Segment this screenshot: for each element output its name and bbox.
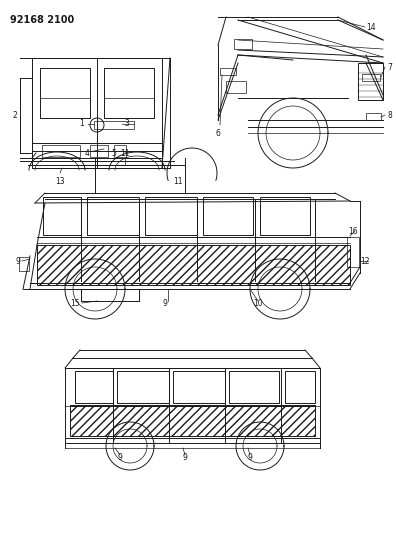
FancyBboxPatch shape [75, 371, 113, 403]
Text: 15: 15 [70, 298, 80, 308]
FancyBboxPatch shape [203, 197, 253, 235]
FancyBboxPatch shape [229, 371, 279, 403]
FancyBboxPatch shape [260, 197, 310, 235]
Text: 14: 14 [366, 22, 376, 31]
Text: 11: 11 [120, 149, 130, 157]
Text: 3: 3 [125, 119, 129, 128]
Text: 10: 10 [253, 298, 263, 308]
Text: 2: 2 [13, 110, 17, 119]
FancyBboxPatch shape [285, 371, 315, 403]
Text: 1: 1 [80, 119, 84, 128]
Text: 92168 2100: 92168 2100 [10, 15, 74, 25]
FancyBboxPatch shape [95, 165, 185, 193]
Text: 6: 6 [215, 128, 221, 138]
Text: 5: 5 [112, 149, 116, 157]
FancyBboxPatch shape [43, 197, 81, 235]
FancyBboxPatch shape [145, 197, 197, 235]
FancyBboxPatch shape [117, 371, 169, 403]
FancyBboxPatch shape [81, 289, 139, 301]
Text: 9: 9 [118, 454, 122, 463]
Text: 9: 9 [15, 256, 21, 265]
Text: 16: 16 [348, 227, 358, 236]
Bar [37, 245, 350, 285]
Text: 7: 7 [387, 62, 392, 71]
Text: 9: 9 [163, 298, 168, 308]
FancyBboxPatch shape [173, 371, 225, 403]
Text: 11: 11 [173, 176, 183, 185]
FancyBboxPatch shape [87, 197, 139, 235]
Text: 9: 9 [248, 454, 252, 463]
Text: 4: 4 [85, 149, 89, 157]
Text: 8: 8 [387, 110, 392, 119]
FancyBboxPatch shape [234, 39, 252, 49]
Text: 13: 13 [55, 176, 65, 185]
Text: 9: 9 [183, 454, 187, 463]
Bar [70, 406, 315, 436]
Text: 12: 12 [360, 256, 370, 265]
